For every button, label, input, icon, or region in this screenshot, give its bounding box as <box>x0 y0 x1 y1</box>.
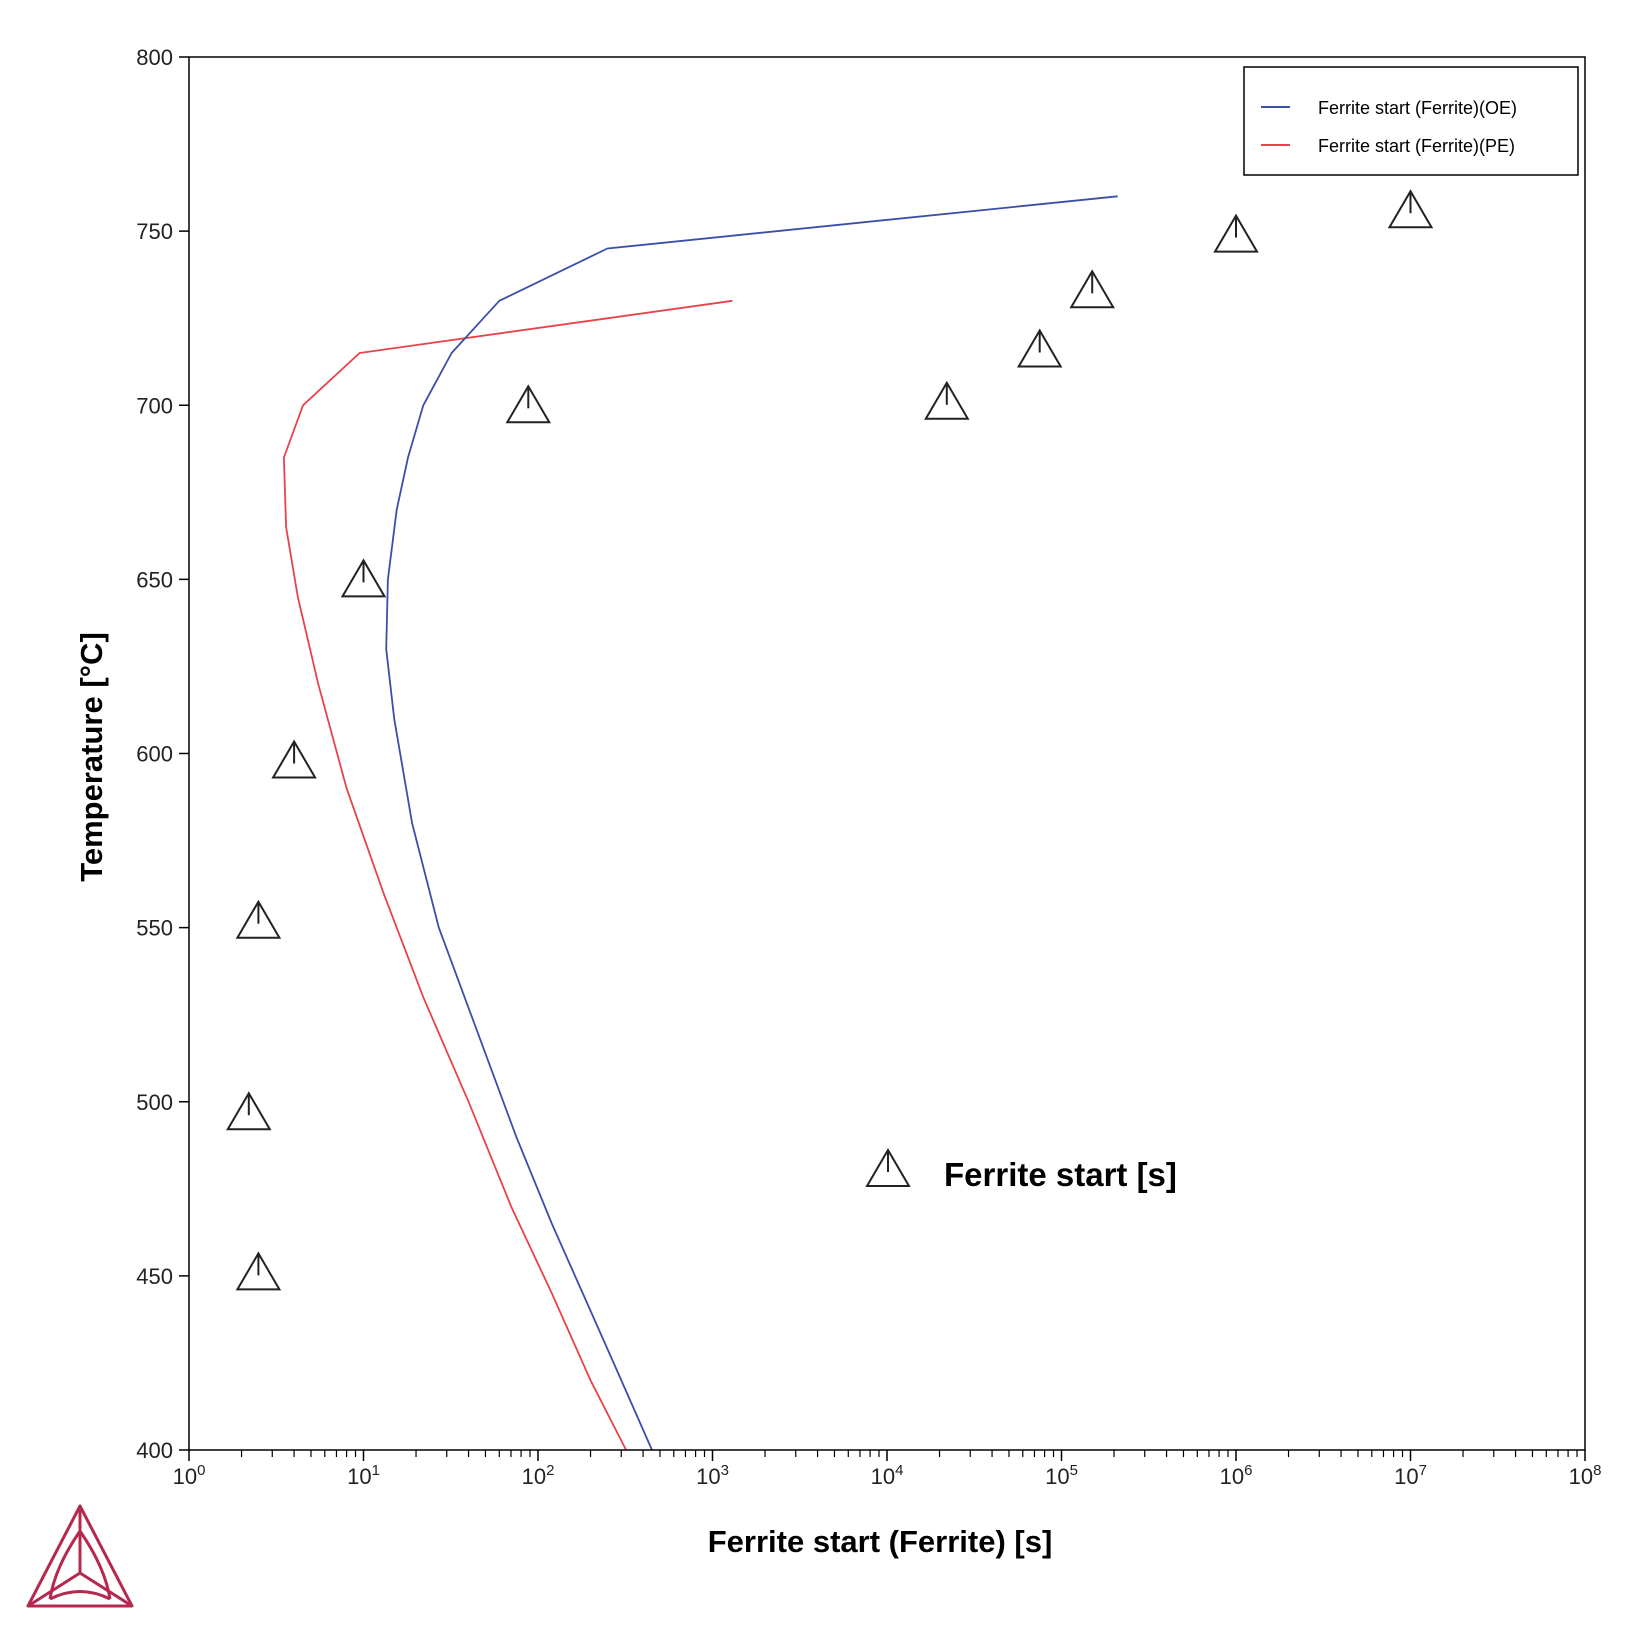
y-axis-title: Temperature [°C] <box>74 632 109 882</box>
triangle-marker <box>271 739 317 779</box>
y-tick-label: 700 <box>136 393 173 418</box>
x-tick-label: 100 <box>173 1462 206 1489</box>
y-tick-label: 550 <box>136 916 173 941</box>
triangle-marker <box>226 1091 272 1131</box>
legend-label-pe: Ferrite start (Ferrite)(PE) <box>1318 136 1515 156</box>
y-tick-label: 600 <box>136 742 173 767</box>
annotation-triangle-marker <box>865 1148 911 1187</box>
x-tick-label: 107 <box>1394 1462 1427 1489</box>
axis-ticks: 400 450 500 550 600 650 700 750 800 100 101 102 103 1… <box>136 45 1601 1489</box>
x-tick-label: 103 <box>696 1462 729 1489</box>
y-tick-label: 750 <box>136 219 173 244</box>
triangle-marker <box>1213 213 1259 253</box>
triangle-marker <box>1069 269 1115 309</box>
x-tick-label: 104 <box>871 1462 904 1489</box>
triangle-marker <box>235 899 282 939</box>
triangle-marker <box>505 384 552 424</box>
triangle-marker <box>1016 328 1063 368</box>
thermo-calc-logo <box>26 1504 134 1608</box>
x-tick-label: 105 <box>1045 1462 1078 1489</box>
y-tick-label: 450 <box>136 1264 173 1289</box>
series-line-pe <box>283 299 733 1451</box>
x-tick-label: 108 <box>1569 1462 1602 1489</box>
series-line-oe <box>385 195 1118 1451</box>
series-lines <box>283 195 1118 1451</box>
x-tick-label: 101 <box>347 1462 380 1489</box>
y-tick-label: 400 <box>136 1438 173 1463</box>
legend: Ferrite start (Ferrite)(OE) Ferrite star… <box>1243 66 1579 176</box>
y-tick-label: 500 <box>136 1090 173 1115</box>
legend-box <box>1243 66 1579 176</box>
x-axis-title: Ferrite start (Ferrite) [s] <box>708 1524 1053 1559</box>
scatter-annotation: Ferrite start [s] <box>865 1148 1177 1193</box>
y-tick-label: 800 <box>136 45 173 70</box>
triangle-marker <box>924 380 970 420</box>
scatter-markers <box>226 189 1434 1291</box>
y-tick-label: 650 <box>136 567 173 592</box>
annotation-label: Ferrite start [s] <box>944 1156 1177 1193</box>
plot-frame <box>188 56 1586 1451</box>
x-tick-label: 102 <box>522 1462 555 1489</box>
legend-label-oe: Ferrite start (Ferrite)(OE) <box>1318 98 1517 118</box>
triangle-marker <box>235 1251 282 1291</box>
x-tick-label: 106 <box>1220 1462 1253 1489</box>
triangle-marker <box>1387 189 1434 229</box>
triangle-marker <box>340 558 387 598</box>
